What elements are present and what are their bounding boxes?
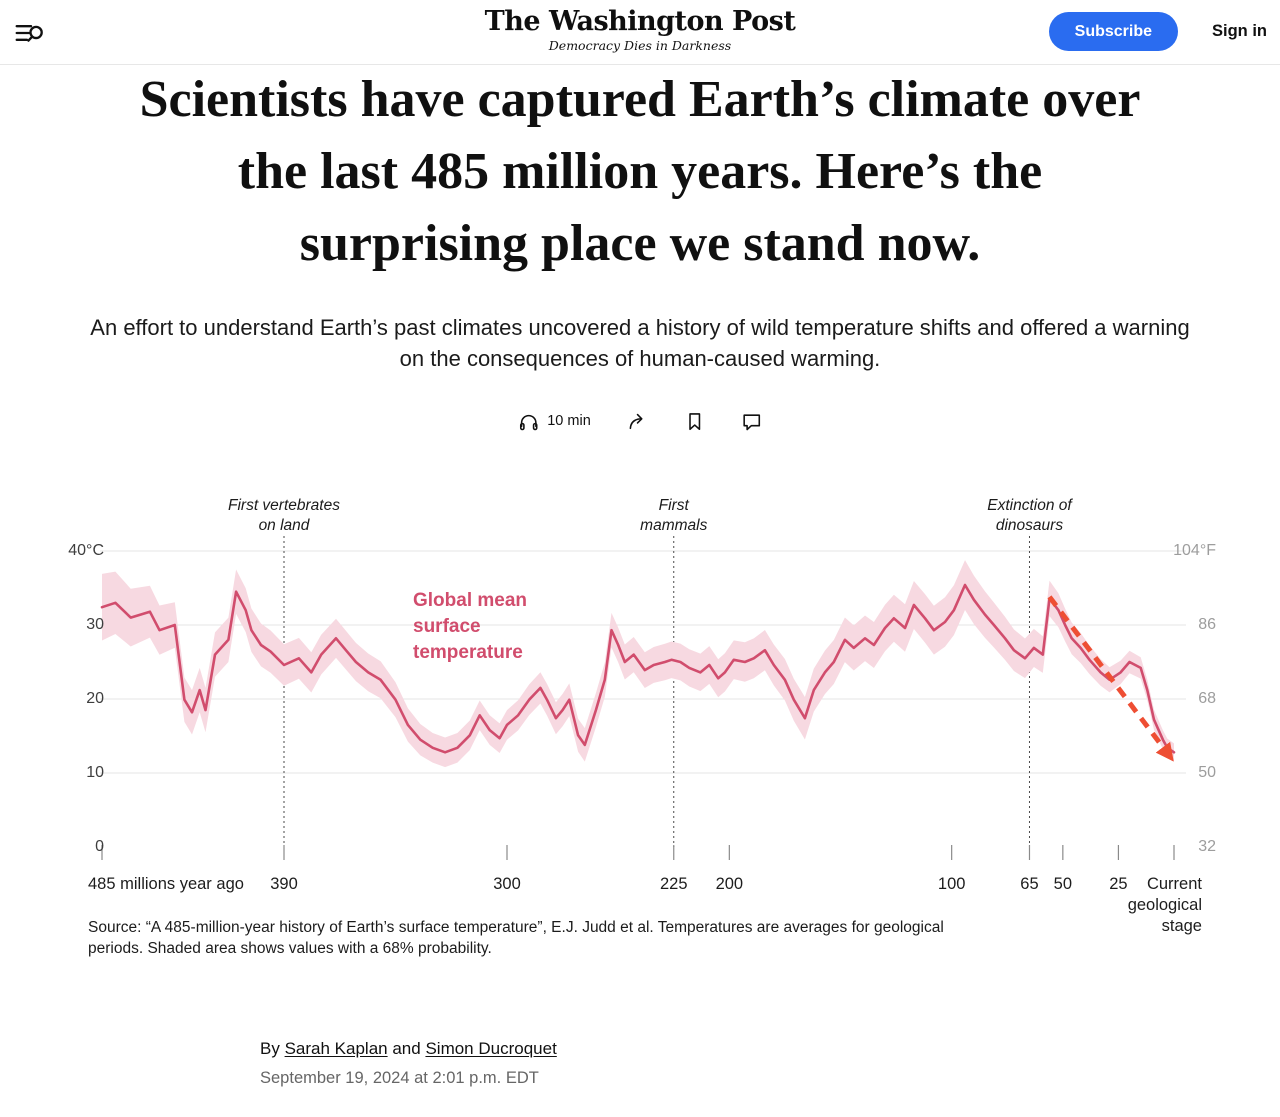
x-axis-label: 300 [493,875,521,893]
x-axis-label: 200 [715,875,744,893]
x-axis-label: 50 [1053,875,1072,893]
subheadline-line: on the consequences of human-caused warm… [399,346,881,371]
chart-annotation: First vertebrates on land [228,497,340,534]
bookmark-icon [688,412,700,430]
byline-prefix: By [260,1039,280,1058]
y-axis-left-label: 40°C [68,542,104,559]
headline-line: the last 485 million years. Here’s the [237,143,1043,200]
x-axis-label: 65 [1020,875,1039,893]
y-axis-right-label: 104°F [1173,542,1216,559]
listen-button[interactable]: 10 min [518,411,591,432]
confidence-band [102,560,1174,768]
publish-date: September 19, 2024 at 2:01 p.m. EDT [260,1069,539,1087]
y-axis-right-label: 86 [1198,616,1216,633]
author-link-sarah-kaplan[interactable]: Sarah Kaplan [284,1039,388,1058]
byline-and: and [392,1039,421,1058]
y-axis-left-label: 30 [86,616,104,633]
subheadline-line: An effort to understand Earth’s past cli… [90,315,1190,340]
x-axis-label: 25 [1109,875,1128,893]
menu-search-button[interactable] [14,18,44,48]
y-axis-right-label: 50 [1198,764,1216,781]
x-axis-label: 485 millions year ago [88,875,244,893]
article-headline: Scientists have captured Earth’s climate… [0,64,1280,280]
chart-series-label: Global mean surface temperature [413,590,528,663]
y-axis-left-label: 0 [95,838,104,855]
headphones-icon [519,414,538,430]
y-axis-right-label: 32 [1198,838,1216,855]
y-axis-right-label: 68 [1198,690,1216,707]
comment-icon [742,413,760,430]
read-time: 10 min [547,413,591,429]
author-link-simon-ducroquet[interactable]: Simon Ducroquet [425,1039,557,1058]
article-action-bar: 10 min [518,406,762,436]
climate-chart: Global mean surface temperature Source: … [0,470,1280,975]
share-icon [629,413,643,429]
menu-search-icon [15,25,43,42]
climate-chart-canvas [100,536,1186,860]
source-note-line: periods. Shaded area shows values with a… [88,939,492,957]
site-logo[interactable]: The Washington Post [484,6,796,37]
y-axis-left-label: 10 [86,764,104,781]
subscribe-button[interactable]: Subscribe [1048,12,1178,51]
headline-line: Scientists have captured Earth’s climate… [139,71,1141,128]
x-axis-label: 100 [937,875,966,893]
x-axis-label: 225 [659,875,688,893]
article-subheadline: An effort to understand Earth’s past cli… [0,312,1280,374]
headline-line: surprising place we stand now. [299,215,981,272]
chart-annotation: Extinction of dinosaurs [987,497,1072,534]
y-axis-left-label: 20 [86,690,104,707]
source-note-line: Source: “A 485-million-year history of E… [88,919,944,936]
masthead[interactable]: The Washington Post Democracy Dies in Da… [484,6,796,54]
comment-button[interactable] [741,411,762,432]
x-axis-label: Current geological stage [1127,875,1202,935]
chart-annotation: First mammals [640,497,708,534]
site-header: The Washington Post Democracy Dies in Da… [0,0,1280,65]
temperature-line [100,583,1176,754]
sign-in-button[interactable]: Sign in [1212,22,1267,40]
chart-source-note: Source: “A 485-million-year history of E… [88,918,1008,959]
byline: By Sarah Kaplan and Simon Ducroquet [260,1039,557,1059]
warming-trend-arrow [1047,595,1174,762]
x-axis-label: 390 [270,875,298,893]
save-button[interactable] [684,411,705,432]
share-button[interactable] [627,411,648,432]
site-tagline: Democracy Dies in Darkness [548,38,732,53]
